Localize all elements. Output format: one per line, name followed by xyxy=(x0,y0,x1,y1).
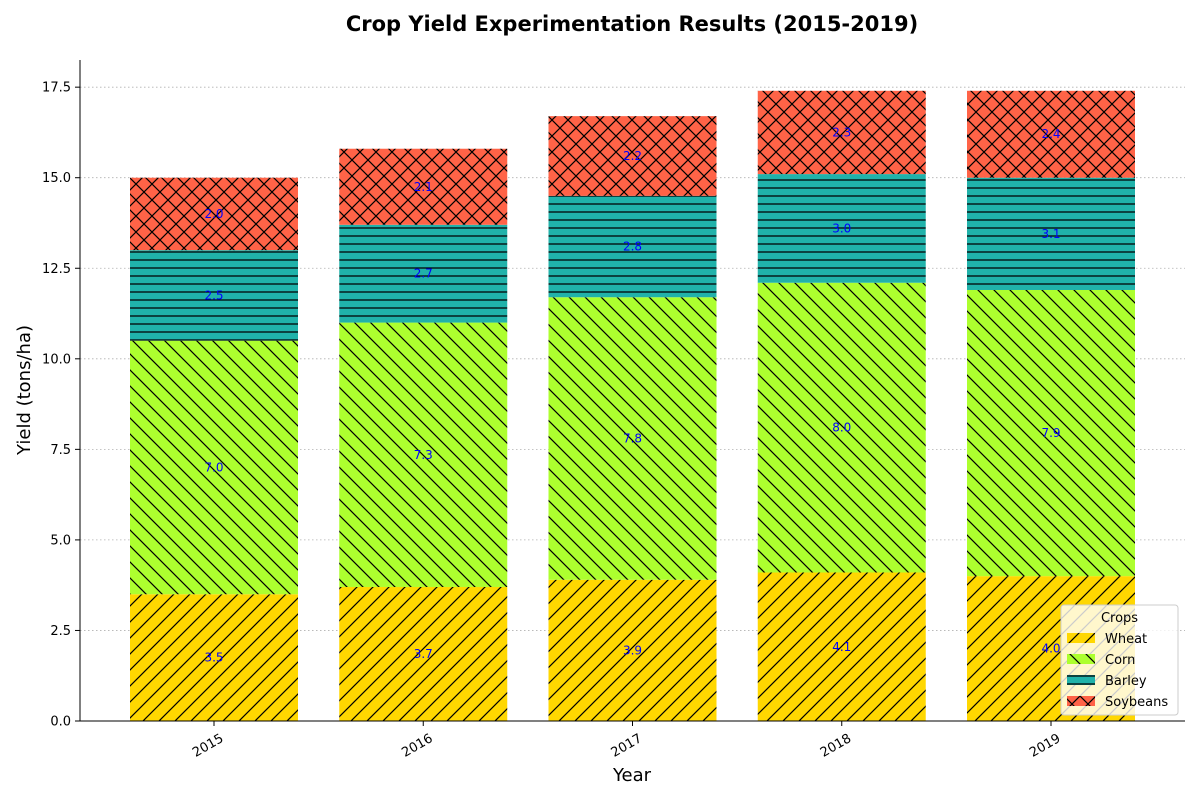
data-label-soybeans-2015: 2.0 xyxy=(204,207,223,221)
y-tick-label: 5.0 xyxy=(50,533,71,548)
bar-corn-2018 xyxy=(757,282,926,573)
data-label-soybeans-2017: 2.2 xyxy=(623,149,642,163)
data-label-corn-2015: 7.0 xyxy=(204,460,223,474)
data-label-barley-2016: 2.7 xyxy=(414,267,433,281)
bar-barley-2016 xyxy=(339,224,508,323)
data-label-barley-2015: 2.5 xyxy=(204,288,223,302)
chart-title: Crop Yield Experimentation Results (2015… xyxy=(346,12,918,36)
bar-soybeans-2016 xyxy=(339,148,508,225)
y-tick-label: 15.0 xyxy=(42,171,71,186)
bar-wheat-2017 xyxy=(548,579,717,721)
legend-title: Crops xyxy=(1101,611,1138,626)
bar-wheat-2015 xyxy=(130,594,298,721)
bar-wheat-2016 xyxy=(339,586,508,721)
data-label-corn-2017: 7.8 xyxy=(623,431,642,445)
data-label-soybeans-2016: 2.1 xyxy=(414,180,433,194)
y-axis-label: Yield (tons/ha) xyxy=(14,325,35,456)
bar-barley-2018 xyxy=(757,174,926,283)
data-label-barley-2017: 2.8 xyxy=(623,240,642,254)
y-tick-label: 12.5 xyxy=(42,262,71,277)
bar-barley-2017 xyxy=(548,195,717,298)
data-label-soybeans-2018: 2.3 xyxy=(832,125,851,139)
data-label-barley-2019: 3.1 xyxy=(1041,227,1060,241)
data-label-corn-2019: 7.9 xyxy=(1041,426,1060,440)
bar-corn-2015 xyxy=(130,340,298,595)
bar-corn-2019 xyxy=(967,289,1135,577)
data-label-wheat-2016: 3.7 xyxy=(414,647,433,661)
bar-soybeans-2018 xyxy=(757,90,926,175)
y-tick-label: 17.5 xyxy=(42,81,71,96)
y-tick-label: 0.0 xyxy=(50,715,71,730)
bar-soybeans-2019 xyxy=(967,90,1135,178)
legend-swatch-corn xyxy=(1067,654,1095,664)
data-label-wheat-2015: 3.5 xyxy=(204,651,223,665)
legend-label-barley: Barley xyxy=(1105,674,1147,689)
bar-soybeans-2017 xyxy=(548,116,717,196)
y-tick-label: 10.0 xyxy=(42,352,71,367)
legend-swatch-wheat xyxy=(1067,633,1095,643)
legend-label-soybeans: Soybeans xyxy=(1105,695,1168,710)
data-label-wheat-2018: 4.1 xyxy=(832,640,851,654)
data-label-wheat-2017: 3.9 xyxy=(623,643,642,657)
legend-label-corn: Corn xyxy=(1105,653,1135,668)
data-label-soybeans-2019: 2.4 xyxy=(1041,127,1060,141)
x-axis-label: Year xyxy=(612,765,652,786)
legend-label-wheat: Wheat xyxy=(1105,632,1147,647)
bar-soybeans-2015 xyxy=(130,177,298,251)
bar-wheat-2018 xyxy=(757,572,926,721)
legend-swatch-soybeans xyxy=(1067,696,1095,706)
data-label-barley-2018: 3.0 xyxy=(832,221,851,235)
legend-swatch-barley xyxy=(1067,675,1095,685)
bar-corn-2017 xyxy=(548,297,717,580)
data-label-wheat-2019: 4.0 xyxy=(1041,642,1060,656)
y-tick-label: 2.5 xyxy=(50,624,71,639)
bar-barley-2015 xyxy=(130,250,298,341)
data-label-corn-2018: 8.0 xyxy=(832,421,851,435)
data-labels: 3.5 7.0 2.5 2.0 3.7 7.3 2.7 2.1 3.9 7.8 2.8 2.2 4.1 8… xyxy=(204,125,1060,664)
y-tick-label: 7.5 xyxy=(50,443,71,458)
legend-box xyxy=(1060,604,1179,716)
bars xyxy=(130,90,1135,721)
legend: Crops Wheat Corn Barley Soybeans xyxy=(1060,604,1179,716)
bar-barley-2019 xyxy=(967,177,1135,290)
bar-corn-2016 xyxy=(339,322,508,587)
data-label-corn-2016: 7.3 xyxy=(414,448,433,462)
